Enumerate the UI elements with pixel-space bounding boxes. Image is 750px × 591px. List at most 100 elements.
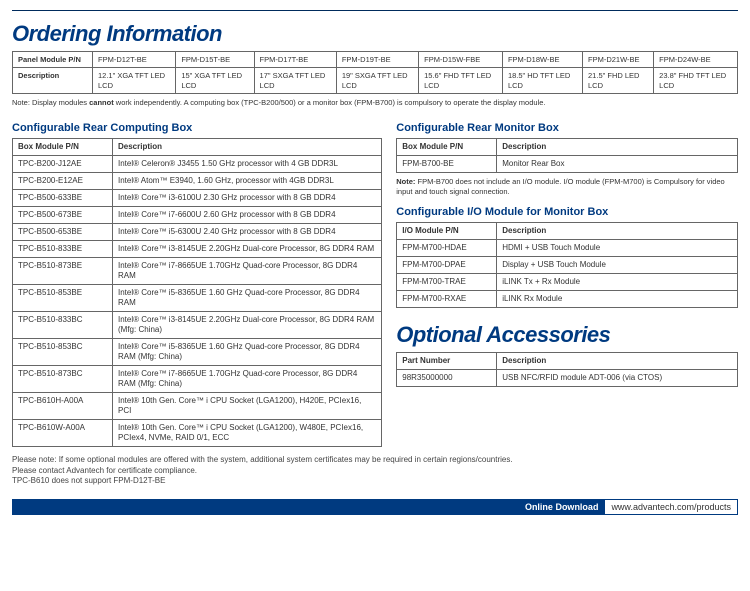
accessories-table: Part Number Description 98R35000000USB N… bbox=[396, 352, 738, 387]
cell: TPC-B500-673BE bbox=[13, 206, 113, 223]
cell: FPM-D24W-BE bbox=[654, 52, 738, 68]
col-header: Part Number bbox=[397, 353, 497, 370]
table-row: FPM-M700-RXAEiLINK Rx Module bbox=[397, 291, 738, 308]
table-row: I/O Module P/N Description bbox=[397, 223, 738, 240]
download-label: Online Download bbox=[12, 499, 604, 515]
cell: FPM-D12T-BE bbox=[93, 52, 176, 68]
table-row: TPC-B200-E12AEIntel® Atom™ E3940, 1.60 G… bbox=[13, 172, 382, 189]
cell: Intel® Celeron® J3455 1.50 GHz processor… bbox=[113, 155, 382, 172]
table-row: TPC-B510-833BEIntel® Core™ i3-8145UE 2.2… bbox=[13, 240, 382, 257]
cell: FPM-M700-RXAE bbox=[397, 291, 497, 308]
table-row: Box Module P/N Description bbox=[397, 138, 738, 155]
io-module-title: Configurable I/O Module for Monitor Box bbox=[396, 206, 738, 218]
table-row: TPC-B510-853BEIntel® Core™ i5-8365UE 1.6… bbox=[13, 284, 382, 311]
cell: TPC-B500-653BE bbox=[13, 223, 113, 240]
cell: FPM-D15W-FBE bbox=[419, 52, 503, 68]
col-header: I/O Module P/N bbox=[397, 223, 497, 240]
col-header: Box Module P/N bbox=[397, 138, 497, 155]
table-row: Description 12.1" XGA TFT LED LCD 15" XG… bbox=[13, 68, 738, 94]
cell: Intel® Atom™ E3940, 1.60 GHz, processor … bbox=[113, 172, 382, 189]
cell: Display + USB Touch Module bbox=[497, 257, 738, 274]
cell: FPM-M700-TRAE bbox=[397, 274, 497, 291]
table-row: TPC-B200-J12AEIntel® Celeron® J3455 1.50… bbox=[13, 155, 382, 172]
ordering-note: Note: Display modules cannot work indepe… bbox=[12, 98, 738, 108]
cell: Intel® Core™ i3-8145UE 2.20GHz Dual-core… bbox=[113, 240, 382, 257]
ordering-title: Ordering Information bbox=[12, 21, 738, 47]
cell: Intel® 10th Gen. Core™ i CPU Socket (LGA… bbox=[113, 419, 382, 446]
ordering-pn-header: Panel Module P/N bbox=[13, 52, 93, 68]
cell: Intel® Core™ i5-8365UE 1.60 GHz Quad-cor… bbox=[113, 338, 382, 365]
col-header: Description bbox=[497, 138, 738, 155]
table-row: TPC-B610W-A00AIntel® 10th Gen. Core™ i C… bbox=[13, 419, 382, 446]
cell: 15" XGA TFT LED LCD bbox=[176, 68, 254, 94]
col-header: Box Module P/N bbox=[13, 138, 113, 155]
cell: 17" SXGA TFT LED LCD bbox=[254, 68, 336, 94]
table-row: TPC-B510-873BCIntel® Core™ i7-8665UE 1.7… bbox=[13, 365, 382, 392]
col-header: Description bbox=[497, 353, 738, 370]
cell: TPC-B510-853BC bbox=[13, 338, 113, 365]
table-row: TPC-B510-833BCIntel® Core™ i3-8145UE 2.2… bbox=[13, 311, 382, 338]
cell: FPM-D21W-BE bbox=[583, 52, 654, 68]
table-row: 98R35000000USB NFC/RFID module ADT-006 (… bbox=[397, 370, 738, 387]
rear-monitor-title: Configurable Rear Monitor Box bbox=[396, 122, 738, 134]
cell: Intel® Core™ i7-6600U 2.60 GHz processor… bbox=[113, 206, 382, 223]
cell: TPC-B200-E12AE bbox=[13, 172, 113, 189]
table-row: TPC-B500-673BEIntel® Core™ i7-6600U 2.60… bbox=[13, 206, 382, 223]
cell: HDMI + USB Touch Module bbox=[497, 240, 738, 257]
accessories-title: Optional Accessories bbox=[396, 322, 738, 348]
cell: Intel® Core™ i3-8145UE 2.20GHz Dual-core… bbox=[113, 311, 382, 338]
footer-bar: Online Download www.advantech.com/produc… bbox=[12, 499, 738, 515]
cell: TPC-B510-833BE bbox=[13, 240, 113, 257]
cell: FPM-D17T-BE bbox=[254, 52, 336, 68]
table-row: TPC-B510-873BEIntel® Core™ i7-8665UE 1.7… bbox=[13, 257, 382, 284]
cell: TPC-B610W-A00A bbox=[13, 419, 113, 446]
table-row: FPM-M700-DPAEDisplay + USB Touch Module bbox=[397, 257, 738, 274]
table-row: Panel Module P/N FPM-D12T-BE FPM-D15T-BE… bbox=[13, 52, 738, 68]
cell: TPC-B510-853BE bbox=[13, 284, 113, 311]
cell: 12.1" XGA TFT LED LCD bbox=[93, 68, 176, 94]
table-row: TPC-B500-633BEIntel® Core™ i3-6100U 2.30… bbox=[13, 189, 382, 206]
rear-computing-table: Box Module P/N Description TPC-B200-J12A… bbox=[12, 138, 382, 447]
cell: iLINK Tx + Rx Module bbox=[497, 274, 738, 291]
ordering-desc-header: Description bbox=[13, 68, 93, 94]
cell: Intel® Core™ i7-8665UE 1.70GHz Quad-core… bbox=[113, 365, 382, 392]
cell: 98R35000000 bbox=[397, 370, 497, 387]
cell: FPM-D19T-BE bbox=[336, 52, 418, 68]
top-rule bbox=[12, 10, 738, 11]
cell: TPC-B510-873BC bbox=[13, 365, 113, 392]
rear-monitor-note: Note: FPM-B700 does not include an I/O m… bbox=[396, 177, 738, 197]
footer-note: Please note: If some optional modules ar… bbox=[12, 455, 738, 487]
table-row: FPM-M700-HDAEHDMI + USB Touch Module bbox=[397, 240, 738, 257]
table-row: TPC-B610H-A00AIntel® 10th Gen. Core™ i C… bbox=[13, 392, 382, 419]
io-module-table: I/O Module P/N Description FPM-M700-HDAE… bbox=[396, 222, 738, 308]
rear-computing-title: Configurable Rear Computing Box bbox=[12, 122, 382, 134]
cell: Intel® 10th Gen. Core™ i CPU Socket (LGA… bbox=[113, 392, 382, 419]
cell: FPM-M700-HDAE bbox=[397, 240, 497, 257]
cell: USB NFC/RFID module ADT-006 (via CTOS) bbox=[497, 370, 738, 387]
cell: 18.5" HD TFT LED LCD bbox=[502, 68, 582, 94]
cell: 21.5" FHD LED LCD bbox=[583, 68, 654, 94]
rear-monitor-table: Box Module P/N Description FPM-B700-BEMo… bbox=[396, 138, 738, 173]
cell: FPM-B700-BE bbox=[397, 155, 497, 172]
cell: Intel® Core™ i5-8365UE 1.60 GHz Quad-cor… bbox=[113, 284, 382, 311]
cell: Intel® Core™ i7-8665UE 1.70GHz Quad-core… bbox=[113, 257, 382, 284]
cell: FPM-M700-DPAE bbox=[397, 257, 497, 274]
table-row: TPC-B510-853BCIntel® Core™ i5-8365UE 1.6… bbox=[13, 338, 382, 365]
table-row: FPM-B700-BEMonitor Rear Box bbox=[397, 155, 738, 172]
download-url: www.advantech.com/products bbox=[604, 499, 738, 515]
cell: TPC-B510-873BE bbox=[13, 257, 113, 284]
cell: Intel® Core™ i3-6100U 2.30 GHz processor… bbox=[113, 189, 382, 206]
cell: 23.8" FHD TFT LED LCD bbox=[654, 68, 738, 94]
table-row: TPC-B500-653BEIntel® Core™ i5-6300U 2.40… bbox=[13, 223, 382, 240]
cell: TPC-B510-833BC bbox=[13, 311, 113, 338]
table-row: FPM-M700-TRAEiLINK Tx + Rx Module bbox=[397, 274, 738, 291]
col-header: Description bbox=[113, 138, 382, 155]
cell: TPC-B200-J12AE bbox=[13, 155, 113, 172]
cell: Intel® Core™ i5-6300U 2.40 GHz processor… bbox=[113, 223, 382, 240]
cell: 15.6" FHD TFT LED LCD bbox=[419, 68, 503, 94]
table-row: Box Module P/N Description bbox=[13, 138, 382, 155]
cell: Monitor Rear Box bbox=[497, 155, 738, 172]
cell: 19" SXGA TFT LED LCD bbox=[336, 68, 418, 94]
cell: FPM-D18W-BE bbox=[502, 52, 582, 68]
cell: TPC-B500-633BE bbox=[13, 189, 113, 206]
